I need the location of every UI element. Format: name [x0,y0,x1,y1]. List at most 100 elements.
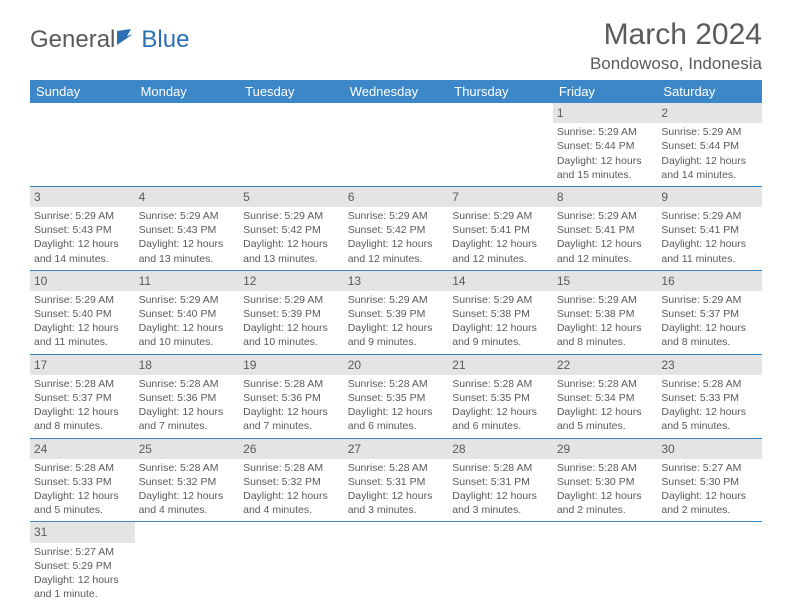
daylight-line: Daylight: 12 hours and 3 minutes. [452,489,549,517]
daylight-line: Daylight: 12 hours and 9 minutes. [452,321,549,349]
calendar-week-row: 1Sunrise: 5:29 AMSunset: 5:44 PMDaylight… [30,103,762,186]
calendar-day-cell: 6Sunrise: 5:29 AMSunset: 5:42 PMDaylight… [344,186,449,270]
month-title: March 2024 [590,18,762,52]
daylight-line: Daylight: 12 hours and 10 minutes. [243,321,340,349]
daylight-line: Daylight: 12 hours and 4 minutes. [139,489,236,517]
calendar-day-cell: 29Sunrise: 5:28 AMSunset: 5:30 PMDayligh… [553,438,658,522]
day-number: 26 [239,439,344,459]
calendar-week-row: 24Sunrise: 5:28 AMSunset: 5:33 PMDayligh… [30,438,762,522]
day-number: 14 [448,271,553,291]
calendar-day-cell: 10Sunrise: 5:29 AMSunset: 5:40 PMDayligh… [30,270,135,354]
day-number: 1 [553,103,658,123]
weekday-header: Thursday [448,80,553,103]
sunset-line: Sunset: 5:41 PM [661,223,758,237]
weekday-header-row: SundayMondayTuesdayWednesdayThursdayFrid… [30,80,762,103]
sunset-line: Sunset: 5:43 PM [139,223,236,237]
calendar-week-row: 17Sunrise: 5:28 AMSunset: 5:37 PMDayligh… [30,354,762,438]
sunset-line: Sunset: 5:41 PM [557,223,654,237]
daylight-line: Daylight: 12 hours and 6 minutes. [348,405,445,433]
daylight-line: Daylight: 12 hours and 5 minutes. [661,405,758,433]
sunrise-line: Sunrise: 5:28 AM [348,377,445,391]
calendar-week-row: 31Sunrise: 5:27 AMSunset: 5:29 PMDayligh… [30,522,762,605]
day-number: 29 [553,439,658,459]
calendar-day-cell [657,522,762,605]
daylight-line: Daylight: 12 hours and 2 minutes. [661,489,758,517]
sunrise-line: Sunrise: 5:28 AM [34,377,131,391]
calendar-day-cell: 3Sunrise: 5:29 AMSunset: 5:43 PMDaylight… [30,186,135,270]
calendar-day-cell: 19Sunrise: 5:28 AMSunset: 5:36 PMDayligh… [239,354,344,438]
sunset-line: Sunset: 5:32 PM [139,475,236,489]
day-number: 15 [553,271,658,291]
day-number: 20 [344,355,449,375]
sunset-line: Sunset: 5:33 PM [34,475,131,489]
calendar-day-cell [30,103,135,186]
daylight-line: Daylight: 12 hours and 3 minutes. [348,489,445,517]
sunset-line: Sunset: 5:39 PM [243,307,340,321]
calendar-day-cell: 2Sunrise: 5:29 AMSunset: 5:44 PMDaylight… [657,103,762,186]
daylight-line: Daylight: 12 hours and 5 minutes. [557,405,654,433]
calendar-day-cell: 31Sunrise: 5:27 AMSunset: 5:29 PMDayligh… [30,522,135,605]
calendar-day-cell: 26Sunrise: 5:28 AMSunset: 5:32 PMDayligh… [239,438,344,522]
calendar-day-cell: 22Sunrise: 5:28 AMSunset: 5:34 PMDayligh… [553,354,658,438]
daylight-line: Daylight: 12 hours and 13 minutes. [139,237,236,265]
weekday-header: Sunday [30,80,135,103]
daylight-line: Daylight: 12 hours and 10 minutes. [139,321,236,349]
sunset-line: Sunset: 5:38 PM [452,307,549,321]
sunrise-line: Sunrise: 5:29 AM [452,293,549,307]
location: Bondowoso, Indonesia [590,54,762,74]
sunset-line: Sunset: 5:44 PM [661,139,758,153]
sunrise-line: Sunrise: 5:29 AM [452,209,549,223]
sunrise-line: Sunrise: 5:29 AM [34,293,131,307]
daylight-line: Daylight: 12 hours and 12 minutes. [348,237,445,265]
daylight-line: Daylight: 12 hours and 12 minutes. [557,237,654,265]
day-number: 19 [239,355,344,375]
sunrise-line: Sunrise: 5:29 AM [34,209,131,223]
sunset-line: Sunset: 5:31 PM [348,475,445,489]
weekday-header: Saturday [657,80,762,103]
weekday-header: Monday [135,80,240,103]
day-number: 5 [239,187,344,207]
day-number: 13 [344,271,449,291]
calendar-day-cell [344,522,449,605]
day-number: 27 [344,439,449,459]
sunset-line: Sunset: 5:30 PM [557,475,654,489]
sunrise-line: Sunrise: 5:28 AM [452,377,549,391]
calendar-week-row: 10Sunrise: 5:29 AMSunset: 5:40 PMDayligh… [30,270,762,354]
sunrise-line: Sunrise: 5:27 AM [34,545,131,559]
calendar-day-cell: 8Sunrise: 5:29 AMSunset: 5:41 PMDaylight… [553,186,658,270]
sunrise-line: Sunrise: 5:28 AM [452,461,549,475]
sunrise-line: Sunrise: 5:28 AM [348,461,445,475]
flag-icon [117,26,139,54]
calendar-week-row: 3Sunrise: 5:29 AMSunset: 5:43 PMDaylight… [30,186,762,270]
sunset-line: Sunset: 5:38 PM [557,307,654,321]
calendar-day-cell [553,522,658,605]
sunset-line: Sunset: 5:33 PM [661,391,758,405]
calendar-day-cell: 15Sunrise: 5:29 AMSunset: 5:38 PMDayligh… [553,270,658,354]
sunset-line: Sunset: 5:36 PM [139,391,236,405]
header: General Blue March 2024 Bondowoso, Indon… [30,18,762,74]
calendar-day-cell: 14 Sunrise: 5:29 AMSunset: 5:38 PMDayligh… [448,270,553,354]
sunset-line: Sunset: 5:42 PM [243,223,340,237]
day-number: 28 [448,439,553,459]
calendar-day-cell [135,522,240,605]
weekday-header: Wednesday [344,80,449,103]
calendar-day-cell [344,103,449,186]
weekday-header: Tuesday [239,80,344,103]
daylight-line: Daylight: 12 hours and 9 minutes. [348,321,445,349]
calendar-day-cell: 7Sunrise: 5:29 AMSunset: 5:41 PMDaylight… [448,186,553,270]
calendar-day-cell: 5Sunrise: 5:29 AMSunset: 5:42 PMDaylight… [239,186,344,270]
sunset-line: Sunset: 5:30 PM [661,475,758,489]
sunrise-line: Sunrise: 5:28 AM [661,377,758,391]
sunrise-line: Sunrise: 5:28 AM [139,461,236,475]
day-number: 6 [344,187,449,207]
sunset-line: Sunset: 5:29 PM [34,559,131,573]
day-number: 9 [657,187,762,207]
calendar-day-cell: 21Sunrise: 5:28 AMSunset: 5:35 PMDayligh… [448,354,553,438]
daylight-line: Daylight: 12 hours and 4 minutes. [243,489,340,517]
sunset-line: Sunset: 5:44 PM [557,139,654,153]
calendar-day-cell: 13Sunrise: 5:29 AMSunset: 5:39 PMDayligh… [344,270,449,354]
sunrise-line: Sunrise: 5:28 AM [243,461,340,475]
daylight-line: Daylight: 12 hours and 8 minutes. [661,321,758,349]
calendar-day-cell: 12Sunrise: 5:29 AMSunset: 5:39 PMDayligh… [239,270,344,354]
calendar-day-cell: 24Sunrise: 5:28 AMSunset: 5:33 PMDayligh… [30,438,135,522]
